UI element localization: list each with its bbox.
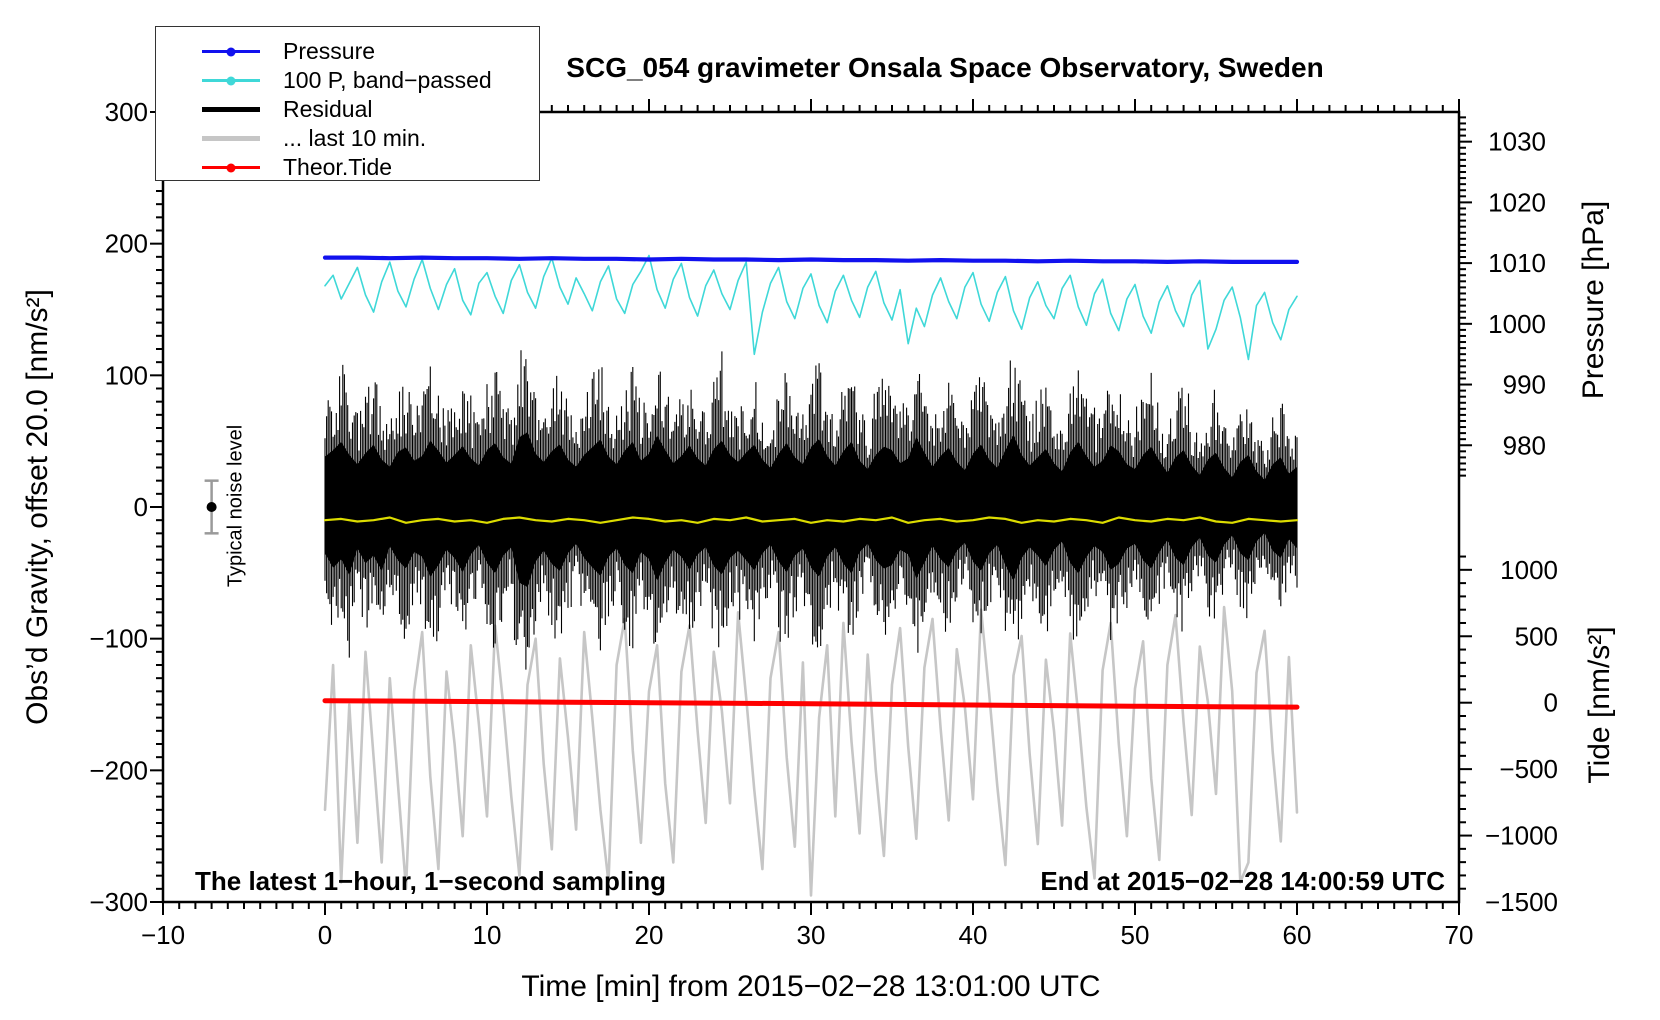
- tick-label: 70: [1445, 920, 1474, 950]
- legend-item-theor-tide: Theor.Tide: [156, 153, 539, 182]
- end-time-annotation: End at 2015−02−28 14:00:59 UTC: [1040, 866, 1445, 896]
- pressure-axis-title: Pressure [hPa]: [1577, 200, 1610, 400]
- noise-marker-dot: [206, 502, 217, 512]
- tick-label: −300: [89, 887, 148, 917]
- tick-label: 60: [1283, 920, 1312, 950]
- residual-smooth-series-line: [323, 516, 1299, 524]
- legend-label: ... last 10 min.: [283, 125, 427, 151]
- tick-label: 1000: [1488, 309, 1546, 339]
- tide-axis-title: Tide [nm/s²]: [1583, 626, 1616, 784]
- tick-label: 40: [959, 920, 988, 950]
- legend-item-pressure: Pressure: [156, 37, 539, 66]
- tide-series-line: [322, 698, 1300, 710]
- gravity-axis-ticks: 300 200 100 0 −100 −200 −300: [89, 97, 163, 917]
- noise-errorbar: [204, 479, 219, 535]
- residual-smooth-series: [323, 516, 1299, 524]
- tick-label: 30: [797, 920, 826, 950]
- tick-label: 990: [1503, 370, 1546, 400]
- page-title: SCG_054 gravimeter Onsala Space Observat…: [566, 52, 1324, 83]
- legend-label: Theor.Tide: [283, 154, 393, 180]
- tick-label: 300: [105, 97, 148, 127]
- noise-level-label: Typical noise level: [224, 424, 247, 588]
- legend-line-sample: [202, 163, 260, 172]
- tick-label: −1500: [1485, 887, 1558, 917]
- pressure-series: [322, 255, 1300, 264]
- legend-dot: [226, 76, 236, 85]
- tick-label: 10: [473, 920, 502, 950]
- tick-label: 50: [1121, 920, 1150, 950]
- tick-label: 500: [1515, 621, 1558, 651]
- tick-label: 0: [134, 492, 148, 522]
- x-axis-title: Time [min] from 2015−02−28 13:01:00 UTC: [521, 970, 1101, 1003]
- tide-series: [322, 698, 1300, 710]
- bandpassed-series: [324, 254, 1298, 361]
- tick-label: 980: [1503, 430, 1546, 460]
- tick-label: 1000: [1500, 555, 1558, 585]
- legend-line-sample: [202, 136, 260, 141]
- tick-label: 200: [105, 229, 148, 259]
- legend-line-sample: [202, 47, 260, 56]
- sampling-annotation: The latest 1−hour, 1−second sampling: [195, 866, 667, 896]
- residual-strokes: [324, 350, 1298, 670]
- tick-label: 1030: [1488, 127, 1546, 157]
- pressure-series-line: [322, 255, 1300, 264]
- legend-dot: [226, 47, 236, 56]
- pressure-axis-ticks: 1030 1020 1010 1000 990 980: [1459, 116, 1546, 477]
- legend-label: 100 P, band−passed: [283, 67, 492, 93]
- legend-line-sample: [202, 107, 260, 112]
- tick-label: −200: [89, 755, 148, 785]
- tick-label: 1010: [1488, 248, 1546, 278]
- tick-label: −1000: [1485, 821, 1558, 851]
- tick-label: −100: [89, 624, 148, 654]
- tide-axis-ticks: 1000 500 0 −500 −1000 −1500: [1459, 555, 1558, 917]
- series-layer: [322, 254, 1300, 897]
- tick-label: −10: [141, 920, 185, 950]
- legend-label: Pressure: [283, 38, 376, 64]
- tick-label: 0: [318, 920, 332, 950]
- legend-line-sample: [202, 76, 260, 85]
- legend-box: Pressure 100 P, band−passed Residual ... la…: [155, 26, 540, 181]
- tick-label: −500: [1499, 754, 1558, 784]
- last10min-series: [323, 605, 1299, 897]
- legend-label: Residual: [283, 96, 373, 122]
- legend-item-100-p-band-passed: 100 P, band−passed: [156, 66, 539, 95]
- gravity-axis-title: Obs’d Gravity, offset 20.0 [nm/s²]: [21, 289, 54, 725]
- last10min-series-line: [323, 605, 1299, 897]
- legend-item--last-10-min-: ... last 10 min.: [156, 124, 539, 153]
- tick-label: 100: [105, 360, 148, 390]
- residual-series: [324, 350, 1298, 670]
- tick-label: 20: [635, 920, 664, 950]
- legend-item-residual: Residual: [156, 95, 539, 124]
- tick-label: 1020: [1488, 187, 1546, 217]
- bandpassed-series-line: [324, 254, 1298, 361]
- tick-label: 0: [1544, 688, 1558, 718]
- legend-dot: [226, 163, 236, 172]
